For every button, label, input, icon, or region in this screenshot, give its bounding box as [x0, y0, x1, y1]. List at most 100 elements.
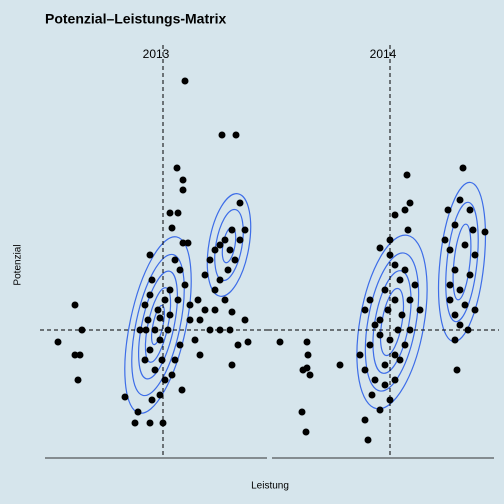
point — [186, 316, 194, 324]
point — [141, 356, 149, 364]
point — [446, 296, 454, 304]
point — [451, 336, 459, 344]
point — [146, 251, 154, 259]
point — [481, 228, 489, 236]
point — [211, 286, 219, 294]
point — [228, 361, 236, 369]
point — [376, 316, 384, 324]
point — [356, 351, 364, 359]
point — [391, 211, 399, 219]
point — [131, 419, 139, 427]
point — [148, 276, 156, 284]
point — [232, 131, 240, 139]
point — [361, 306, 369, 314]
point — [236, 199, 244, 207]
chart-title: Potenzial–Leistungs-Matrix — [45, 11, 226, 27]
point — [181, 281, 189, 289]
point — [303, 338, 311, 346]
point — [201, 306, 209, 314]
point — [156, 336, 164, 344]
facet-label: 2013 — [143, 47, 170, 61]
point — [173, 164, 181, 172]
point — [276, 338, 284, 346]
point — [403, 171, 411, 179]
point — [166, 286, 174, 294]
point — [453, 366, 461, 374]
point — [376, 244, 384, 252]
point — [178, 386, 186, 394]
x-axis-label: Leistung — [251, 481, 289, 492]
point — [71, 301, 79, 309]
point — [176, 341, 184, 349]
point — [456, 196, 464, 204]
point — [134, 408, 142, 416]
point — [469, 226, 477, 234]
point — [206, 256, 214, 264]
point — [166, 209, 174, 217]
point — [146, 346, 154, 354]
point — [451, 221, 459, 229]
point — [391, 296, 399, 304]
point — [196, 316, 204, 324]
point — [376, 331, 384, 339]
point — [71, 351, 79, 359]
point — [404, 226, 412, 234]
point — [121, 393, 129, 401]
point — [179, 186, 187, 194]
point — [168, 371, 176, 379]
point — [146, 419, 154, 427]
point — [376, 406, 384, 414]
point — [244, 338, 252, 346]
point — [191, 336, 199, 344]
point — [464, 326, 472, 334]
point — [381, 381, 389, 389]
point — [218, 131, 226, 139]
point — [466, 271, 474, 279]
point — [451, 266, 459, 274]
point — [179, 176, 187, 184]
point — [158, 356, 166, 364]
point — [174, 296, 182, 304]
point — [231, 256, 239, 264]
point — [184, 239, 192, 247]
point — [241, 316, 249, 324]
point — [441, 236, 449, 244]
contours — [124, 181, 487, 414]
point — [456, 321, 464, 329]
point — [151, 366, 159, 374]
point — [398, 311, 406, 319]
point — [396, 356, 404, 364]
point — [196, 351, 204, 359]
point — [401, 266, 409, 274]
point — [396, 276, 404, 284]
point — [54, 338, 62, 346]
point — [381, 361, 389, 369]
point — [211, 246, 219, 254]
point — [471, 306, 479, 314]
point — [216, 241, 224, 249]
point — [226, 246, 234, 254]
point — [366, 296, 374, 304]
point — [174, 209, 182, 217]
point — [406, 199, 414, 207]
point — [456, 286, 464, 294]
point — [371, 321, 379, 329]
point — [144, 316, 152, 324]
point — [401, 341, 409, 349]
point — [228, 226, 236, 234]
point — [171, 356, 179, 364]
point — [141, 301, 149, 309]
point — [394, 326, 402, 334]
point — [366, 341, 374, 349]
point — [461, 301, 469, 309]
point — [302, 428, 310, 436]
point — [446, 246, 454, 254]
point — [336, 361, 344, 369]
point — [234, 341, 242, 349]
point — [304, 351, 312, 359]
point — [391, 261, 399, 269]
point — [364, 436, 372, 444]
point — [241, 226, 249, 234]
point — [471, 251, 479, 259]
